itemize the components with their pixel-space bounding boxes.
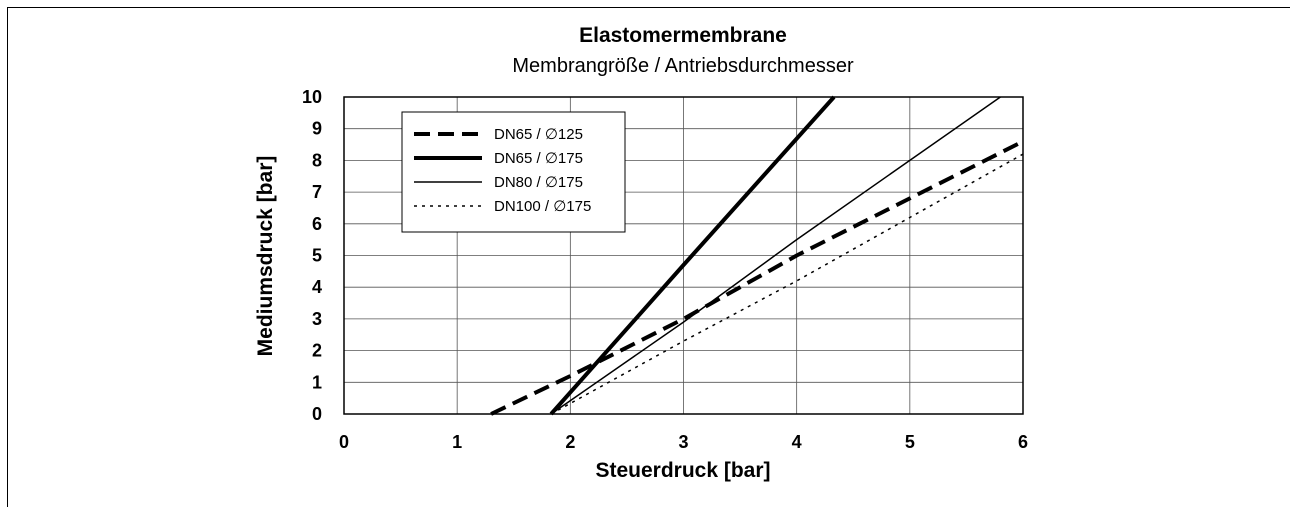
y-tick-label: 7 bbox=[312, 182, 322, 202]
x-tick-labels: 0 1 2 3 4 5 6 bbox=[339, 432, 1028, 452]
y-tick-label: 5 bbox=[312, 246, 322, 266]
x-axis-label: Steuerdruck [bar] bbox=[595, 459, 770, 482]
x-tick-label: 0 bbox=[339, 432, 349, 452]
plot-area bbox=[343, 96, 1024, 415]
y-axis-label: Mediumsdruck [bar] bbox=[254, 156, 277, 357]
y-tick-label: 2 bbox=[312, 341, 322, 361]
legend-label-2: DN65 / ∅175 bbox=[494, 150, 583, 167]
y-tick-label: 8 bbox=[312, 150, 322, 170]
y-tick-label: 0 bbox=[312, 404, 322, 424]
y-tick-label: 4 bbox=[312, 277, 322, 297]
x-tick-label: 4 bbox=[792, 432, 802, 452]
series-line-3 bbox=[550, 96, 1001, 415]
y-tick-label: 1 bbox=[312, 372, 322, 392]
x-tick-label: 3 bbox=[678, 432, 688, 452]
x-tick-label: 6 bbox=[1018, 432, 1028, 452]
chart-title: Elastomermembrane bbox=[579, 24, 787, 47]
legend-label-1: DN65 / ∅125 bbox=[494, 126, 583, 143]
series-line-1 bbox=[490, 139, 1024, 416]
y-tick-label: 10 bbox=[302, 87, 322, 107]
x-tick-label: 1 bbox=[452, 432, 462, 452]
y-tick-label: 9 bbox=[312, 119, 322, 139]
y-tick-labels: 0 1 2 3 4 5 6 7 8 9 10 bbox=[302, 87, 322, 424]
series-lines bbox=[490, 95, 1024, 416]
series-line-2 bbox=[549, 95, 836, 416]
legend-label-4: DN100 / ∅175 bbox=[494, 198, 591, 215]
x-tick-label: 2 bbox=[565, 432, 575, 452]
chart-subtitle: Membrangröße / Antriebsdurchmesser bbox=[512, 55, 854, 77]
legend: DN65 / ∅125 DN65 / ∅175 DN80 / ∅175 DN100 /… bbox=[401, 111, 626, 233]
legend-label-3: DN80 / ∅175 bbox=[494, 174, 583, 191]
chart-frame bbox=[7, 7, 1290, 507]
y-tick-label: 3 bbox=[312, 309, 322, 329]
x-tick-label: 5 bbox=[905, 432, 915, 452]
y-tick-label: 6 bbox=[312, 214, 322, 234]
